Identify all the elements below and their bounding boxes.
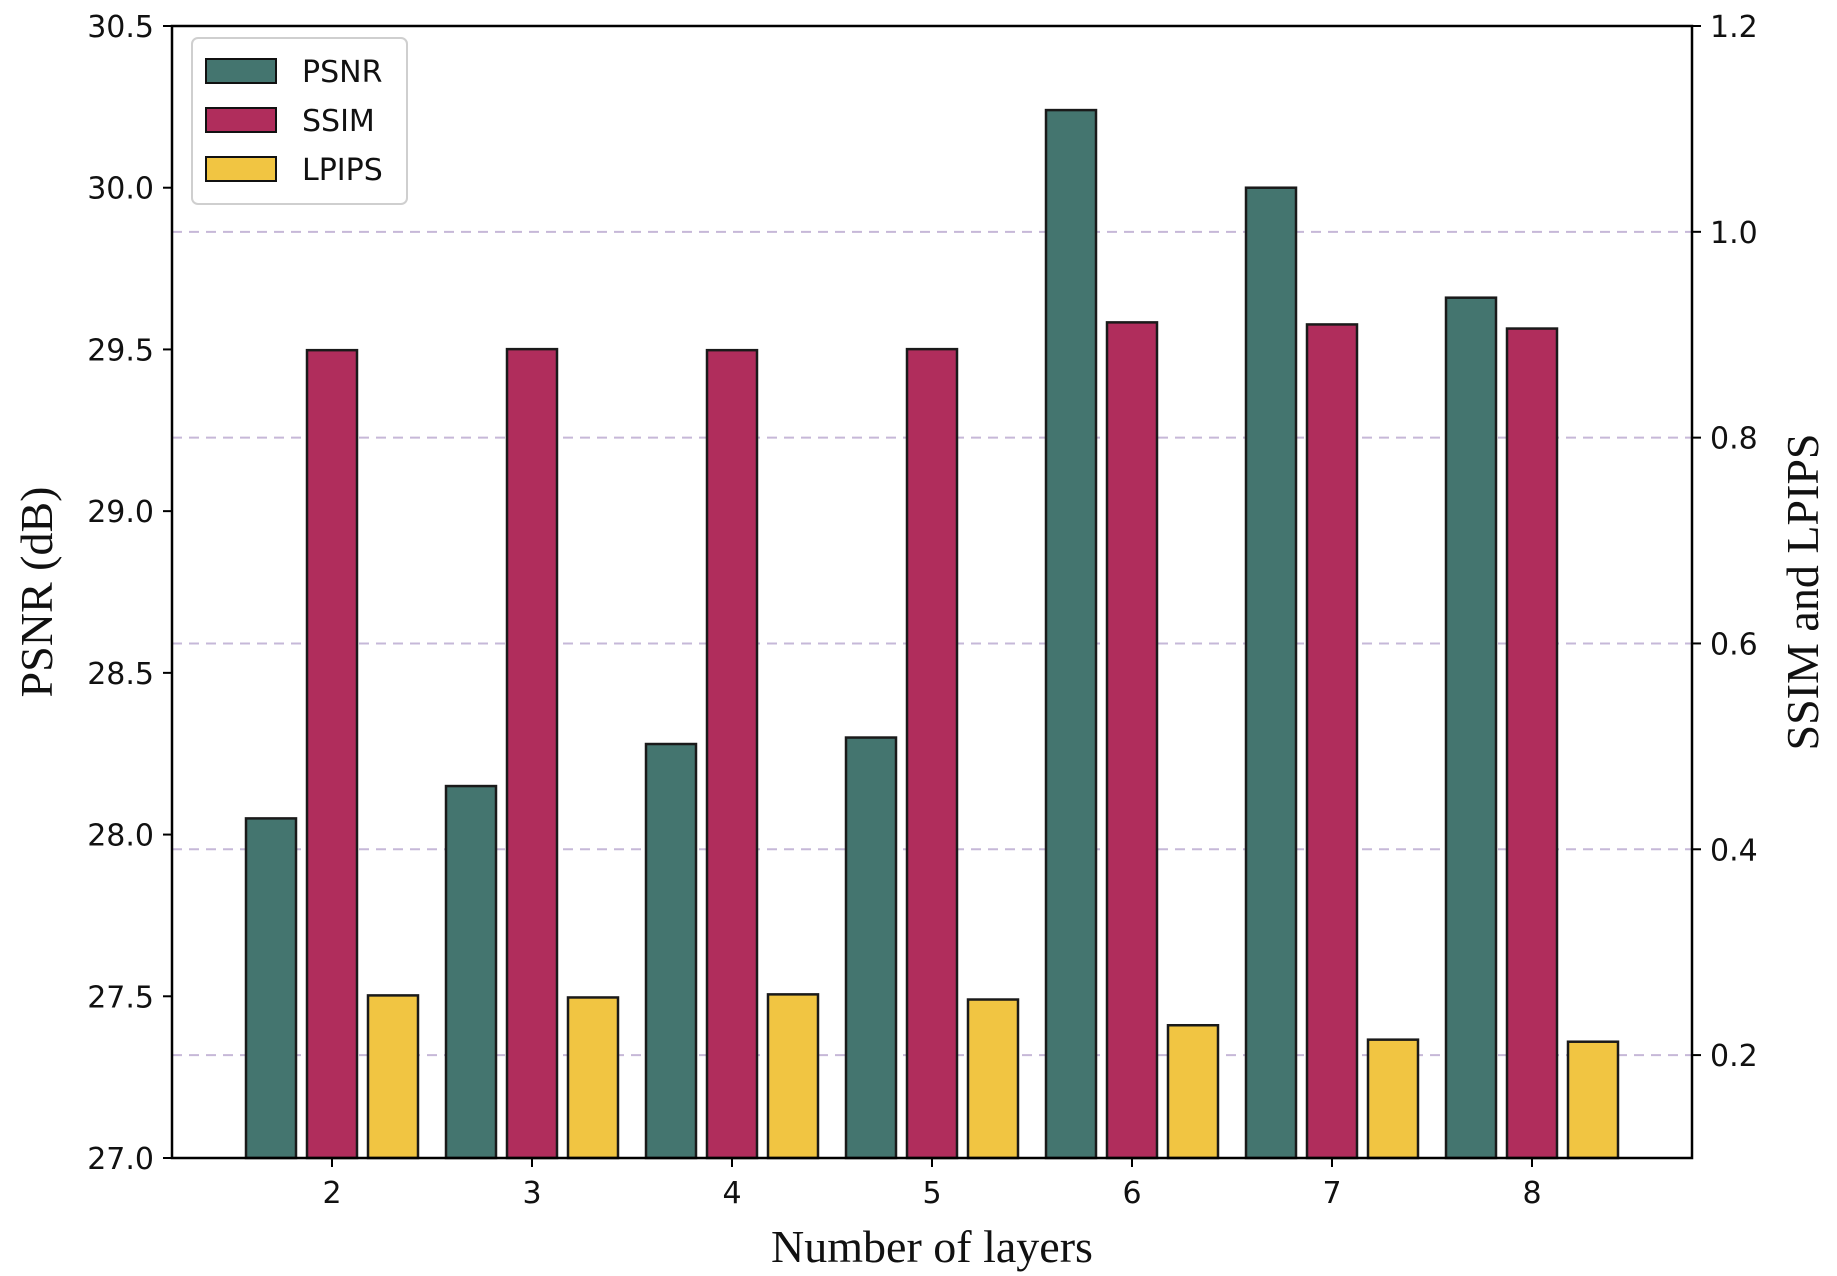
bars <box>244 108 1620 1160</box>
bar-psnr-3 <box>444 784 498 1160</box>
y-axis-right-title: SSIM and LPIPS <box>1777 434 1828 751</box>
bar-psnr-8 <box>1444 296 1498 1160</box>
right-axis: 0.2 0.4 0.6 0.8 1.0 1.2 <box>1692 10 1758 1074</box>
y-right-tick-label: 0.8 <box>1710 422 1758 457</box>
x-tick-label: 2 <box>322 1176 341 1211</box>
y-axis-title: PSNR (dB) <box>11 487 62 698</box>
legend: PSNR SSIM LPIPS <box>191 37 408 205</box>
bar-ssim-7 <box>1305 323 1359 1160</box>
left-axis: 27.0 27.5 28.0 28.5 29.0 29.5 30.0 30.5 <box>87 10 172 1177</box>
y-right-tick-label: 1.0 <box>1710 216 1758 251</box>
y-left-tick-label: 27.5 <box>87 980 154 1015</box>
y-left-tick-label: 28.5 <box>87 657 154 692</box>
y-right-tick-label: 0.4 <box>1710 833 1758 868</box>
x-tick-label: 6 <box>1122 1176 1141 1211</box>
legend-swatch-lpips <box>205 156 277 182</box>
bar-ssim-5 <box>905 347 959 1160</box>
bar-ssim-6 <box>1105 321 1159 1160</box>
bar-lpips-5 <box>966 998 1020 1160</box>
bar-lpips-2 <box>366 994 420 1160</box>
y-right-tick-label: 1.2 <box>1710 10 1758 45</box>
bar-ssim-2 <box>305 348 359 1160</box>
y-right-tick-label: 0.2 <box>1710 1039 1758 1074</box>
bar-psnr-5 <box>844 736 898 1160</box>
y-left-tick-label: 29.0 <box>87 495 154 530</box>
y-left-tick-label: 30.5 <box>87 10 154 45</box>
bar-lpips-3 <box>566 996 620 1160</box>
x-tick-label: 4 <box>722 1176 741 1211</box>
x-tick-label: 8 <box>1522 1176 1541 1211</box>
x-axis-title: Number of layers <box>771 1221 1093 1272</box>
bar-ssim-8 <box>1505 327 1559 1160</box>
legend-label-ssim: SSIM <box>302 104 375 139</box>
bar-lpips-4 <box>766 993 820 1160</box>
y-left-tick-label: 27.0 <box>87 1142 154 1177</box>
bar-ssim-4 <box>705 348 759 1160</box>
bar-lpips-6 <box>1166 1023 1220 1160</box>
x-tick-label: 7 <box>1322 1176 1341 1211</box>
y-left-tick-label: 29.5 <box>87 333 154 368</box>
bar-ssim-3 <box>505 347 559 1160</box>
bar-psnr-7 <box>1244 186 1298 1160</box>
bar-psnr-6 <box>1044 108 1098 1160</box>
x-tick-label: 5 <box>922 1176 941 1211</box>
y-left-tick-label: 28.0 <box>87 819 154 854</box>
gridlines <box>172 230 1692 1057</box>
legend-swatch-ssim <box>205 107 277 133</box>
bar-lpips-8 <box>1566 1040 1620 1160</box>
legend-swatch-psnr <box>205 58 277 84</box>
bar-psnr-2 <box>244 817 298 1160</box>
bar-psnr-4 <box>644 742 698 1160</box>
y-left-tick-label: 30.0 <box>87 172 154 207</box>
legend-label-psnr: PSNR <box>302 55 382 90</box>
legend-label-lpips: LPIPS <box>302 153 383 188</box>
y-right-tick-label: 0.6 <box>1710 627 1758 662</box>
bar-lpips-7 <box>1366 1038 1420 1160</box>
x-tick-label: 3 <box>522 1176 541 1211</box>
x-axis: 2 3 4 5 6 7 8 <box>322 1158 1542 1211</box>
